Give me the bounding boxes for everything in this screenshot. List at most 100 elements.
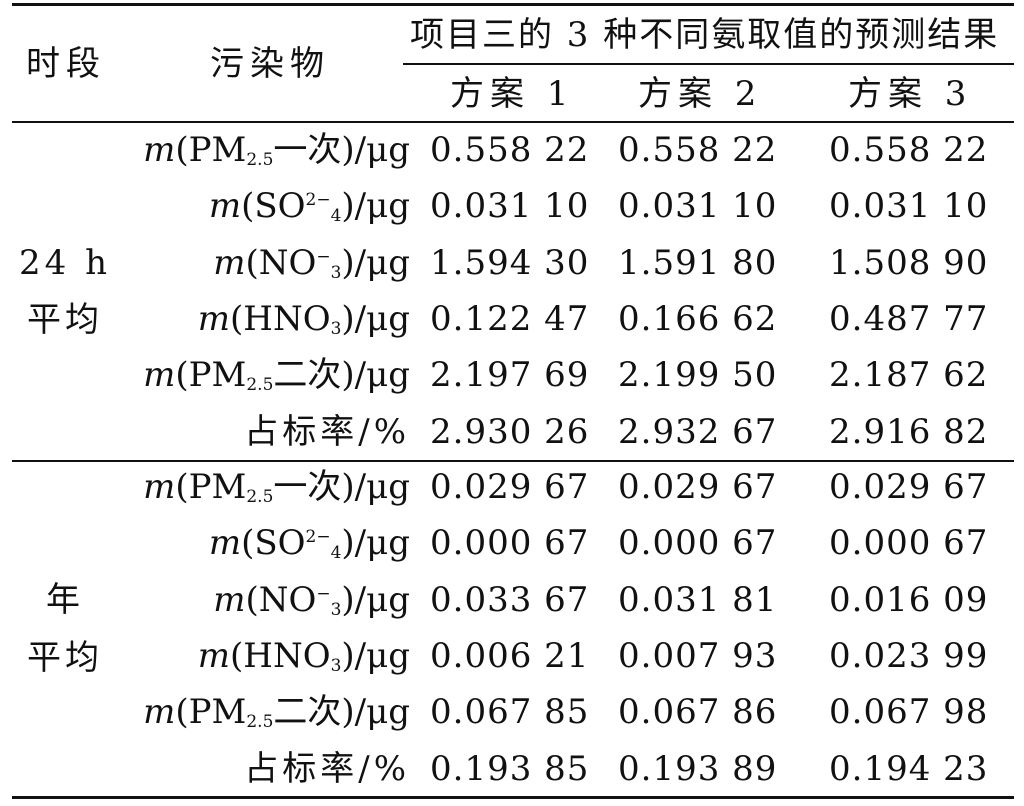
mass-symbol: m xyxy=(143,130,176,170)
header-bottom-rule xyxy=(12,121,1014,123)
value-cell: 2.199 50 xyxy=(618,355,778,395)
pollutant-label: m(NO−3)/μg xyxy=(105,580,410,620)
period-label: 平均 xyxy=(27,638,103,678)
value-cell: 0.193 89 xyxy=(618,749,778,789)
pollutant-label: m(HNO3)/μg xyxy=(105,636,410,676)
pollutant-formula: (PM xyxy=(175,467,247,507)
value-cell: 0.558 22 xyxy=(618,130,778,170)
pollutant-unit: )/μg xyxy=(341,636,410,676)
value-cell: 1.508 90 xyxy=(829,243,989,283)
period-label: 年 xyxy=(46,580,84,620)
value-cell: 0.122 47 xyxy=(430,299,590,339)
value-cell: 0.193 85 xyxy=(430,749,590,789)
mass-symbol: m xyxy=(197,299,231,339)
value-cell: 0.031 10 xyxy=(829,186,989,226)
formula-subscript: 3 xyxy=(330,319,342,339)
value-cell: 0.166 62 xyxy=(618,299,778,339)
formula-charge: − xyxy=(316,247,331,267)
header-scheme-1: 方案 1 xyxy=(450,74,575,114)
pollutant-label: m(SO2−4)/μg xyxy=(105,523,410,563)
pollutant-formula: (HNO xyxy=(230,299,331,339)
mass-symbol: m xyxy=(143,355,176,395)
formula-subscript: 2.5 xyxy=(246,375,274,395)
mass-symbol: m xyxy=(208,186,242,226)
value-cell: 0.006 21 xyxy=(430,636,590,676)
period-label: 24 h xyxy=(19,243,111,283)
formula-subscript: 2.5 xyxy=(246,712,274,732)
value-cell: 0.033 67 xyxy=(430,580,590,620)
value-cell: 0.007 93 xyxy=(618,636,778,676)
value-cell: 2.197 69 xyxy=(430,355,590,395)
header-pollutant: 污染物 xyxy=(210,44,330,84)
group-header-rule xyxy=(403,63,1014,65)
mass-symbol: m xyxy=(143,467,176,507)
pollutant-label: m(PM2.5二次)/μg xyxy=(105,692,410,732)
pollutant-formula: (SO xyxy=(241,186,306,226)
value-cell: 1.594 30 xyxy=(430,243,590,283)
value-cell: 2.916 82 xyxy=(829,412,989,452)
value-cell: 0.000 67 xyxy=(618,523,778,563)
pollutant-unit: 一次)/μg xyxy=(273,467,410,507)
value-cell: 2.932 67 xyxy=(618,412,778,452)
pollutant-unit: )/μg xyxy=(341,243,410,283)
pollutant-formula: (NO xyxy=(245,243,317,283)
pollutant-unit: )/μg xyxy=(341,523,410,563)
pollutant-formula: (SO xyxy=(241,523,306,563)
pollutant-unit: )/μg xyxy=(341,299,410,339)
value-cell: 0.031 10 xyxy=(618,186,778,226)
value-cell: 0.029 67 xyxy=(430,467,590,507)
pollutant-formula: (PM xyxy=(175,130,247,170)
value-cell: 0.029 67 xyxy=(618,467,778,507)
mass-symbol: m xyxy=(208,523,242,563)
pollutant-formula: (PM xyxy=(175,692,247,732)
period-label: 平均 xyxy=(27,300,103,340)
pollutant-unit: 一次)/μg xyxy=(273,130,410,170)
section-divider-rule xyxy=(12,460,1014,462)
formula-subscript: 3 xyxy=(330,263,342,283)
pollutant-label: 占标率/% xyxy=(244,749,410,789)
header-scheme-3: 方案 3 xyxy=(848,74,973,114)
value-cell: 0.029 67 xyxy=(829,467,989,507)
header-period: 时段 xyxy=(26,44,106,84)
value-cell: 0.016 09 xyxy=(829,580,989,620)
pollutant-label: m(PM2.5二次)/μg xyxy=(105,355,410,395)
value-cell: 0.067 86 xyxy=(618,692,778,732)
formula-subscript: 3 xyxy=(330,656,342,676)
value-cell: 0.558 22 xyxy=(829,130,989,170)
mass-symbol: m xyxy=(213,243,246,283)
mass-symbol: m xyxy=(143,692,176,732)
value-cell: 0.558 22 xyxy=(430,130,590,170)
formula-subscript: 4 xyxy=(330,543,342,563)
formula-charge: 2− xyxy=(305,190,331,210)
value-cell: 2.930 26 xyxy=(430,412,590,452)
pollutant-unit: 二次)/μg xyxy=(273,355,410,395)
formula-subscript: 4 xyxy=(330,206,342,226)
pollutant-unit: )/μg xyxy=(341,186,410,226)
pollutant-unit: 二次)/μg xyxy=(273,692,410,732)
value-cell: 0.067 85 xyxy=(430,692,590,732)
mass-symbol: m xyxy=(197,636,231,676)
pollutant-label: m(NO−3)/μg xyxy=(105,243,410,283)
header-scheme-2: 方案 2 xyxy=(638,74,763,114)
value-cell: 0.194 23 xyxy=(829,749,989,789)
value-cell: 0.067 98 xyxy=(829,692,989,732)
pollutant-label: m(PM2.5一次)/μg xyxy=(105,130,410,170)
formula-subscript: 3 xyxy=(330,600,342,620)
mass-symbol: m xyxy=(213,580,246,620)
value-cell: 0.000 67 xyxy=(829,523,989,563)
table-top-rule xyxy=(12,3,1014,6)
formula-subscript: 2.5 xyxy=(246,150,274,170)
pollutant-label: m(SO2−4)/μg xyxy=(105,186,410,226)
pollutant-formula: (HNO xyxy=(230,636,331,676)
formula-charge: − xyxy=(316,584,331,604)
formula-charge: 2− xyxy=(305,527,331,547)
value-cell: 2.187 62 xyxy=(829,355,989,395)
pollutant-label: m(HNO3)/μg xyxy=(105,299,410,339)
pollutant-unit: )/μg xyxy=(341,580,410,620)
header-group-title: 项目三的 3 种不同氨取值的预测结果 xyxy=(410,15,1000,55)
pollutant-formula: (NO xyxy=(245,580,317,620)
value-cell: 1.591 80 xyxy=(618,243,778,283)
value-cell: 0.023 99 xyxy=(829,636,989,676)
value-cell: 0.031 10 xyxy=(430,186,590,226)
formula-subscript: 2.5 xyxy=(246,487,274,507)
